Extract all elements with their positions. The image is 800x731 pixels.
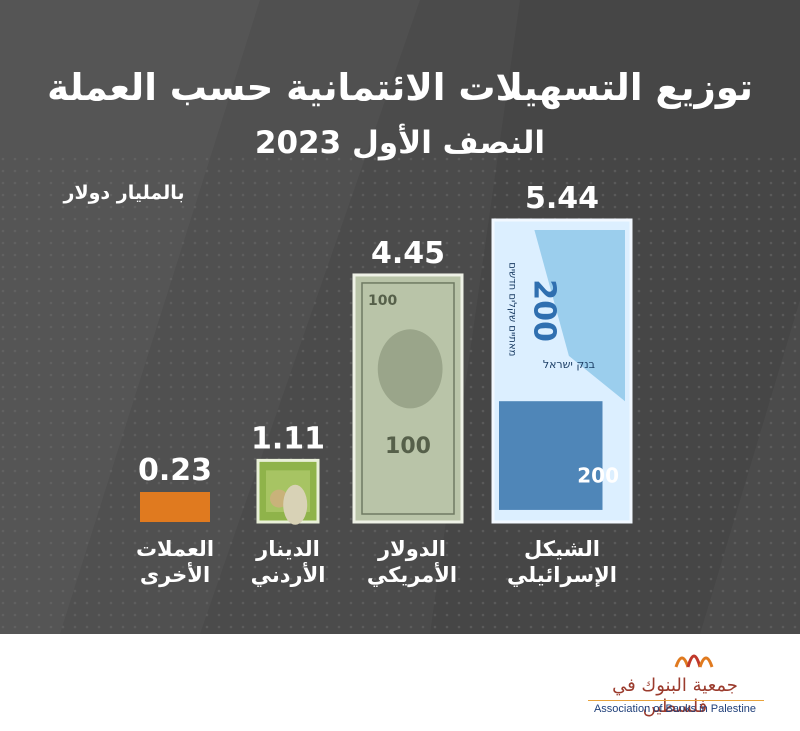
ils-leaf-pattern [534, 230, 625, 402]
category-label-jod-line1: الدينار [256, 537, 320, 561]
category-label-ils-line2: الإسرائيلي [506, 563, 618, 587]
bar-other [140, 492, 210, 522]
category-label-usd: الدولار الأمريكي [327, 536, 497, 588]
usd-portrait [377, 329, 443, 409]
ils-bank-name: בנק ישראל [543, 358, 595, 371]
value-label-other: 0.23 [138, 453, 212, 488]
logo-divider [588, 700, 764, 701]
org-name-arabic: جمعية البنوك في فلسطين [612, 675, 738, 717]
category-label-jod-line2: الأردني [250, 563, 326, 587]
org-name-english: Association of Banks in Palestine [593, 703, 757, 715]
jod-portrait [283, 484, 308, 525]
chart-subtitle: النصف الأول 2023 [254, 125, 546, 161]
usd-denomination: 100 [385, 434, 431, 459]
category-label-ils-line1: الشيكل [524, 537, 600, 561]
ils-portrait [499, 401, 603, 510]
bar-ils: 200 200 בנק ישראל מאתיים שקלים חדשים [491, 218, 633, 524]
ils-denomination-large: 200 [526, 279, 561, 342]
chart-panel: توزيع التسهيلات الائتمانية حسب العملة ال… [0, 0, 800, 634]
bar-chart: 0.23 1.11 100 100 4.45 200 200 בנק ישראל מאתיים … [138, 181, 633, 525]
footer: جمعية البنوك في فلسطين Association of Ba… [0, 634, 800, 731]
category-label-usd-line2: الأمريكي [366, 563, 458, 587]
category-label-other-line1: العملات [135, 537, 215, 561]
usd-banknote-border [361, 282, 455, 515]
value-label-usd: 4.45 [371, 236, 445, 271]
unit-label: بالمليار دولار [63, 182, 185, 204]
chart-title: توزيع التسهيلات الائتمانية حسب العملة [47, 66, 753, 109]
bar-fill [140, 492, 210, 522]
value-label-jod: 1.11 [251, 421, 325, 456]
category-label-other-line2: الأخرى [139, 563, 211, 587]
bar-jod [256, 458, 320, 525]
category-label-usd-line1: الدولار [378, 537, 446, 561]
ils-denomination-words: מאתיים שקלים חדשים [507, 262, 518, 356]
value-label-ils: 5.44 [525, 181, 599, 216]
category-label-ils: الشيكل الإسرائيلي [477, 536, 647, 588]
category-label-jod: الدينار الأردني [203, 536, 373, 588]
ils-denomination-small: 200 [577, 464, 619, 488]
category-label-other: العملات الأخرى [90, 536, 260, 588]
bar-usd: 100 100 [352, 273, 464, 524]
usd-corner-number: 100 [368, 293, 397, 309]
abp-logo-icon [674, 654, 714, 668]
